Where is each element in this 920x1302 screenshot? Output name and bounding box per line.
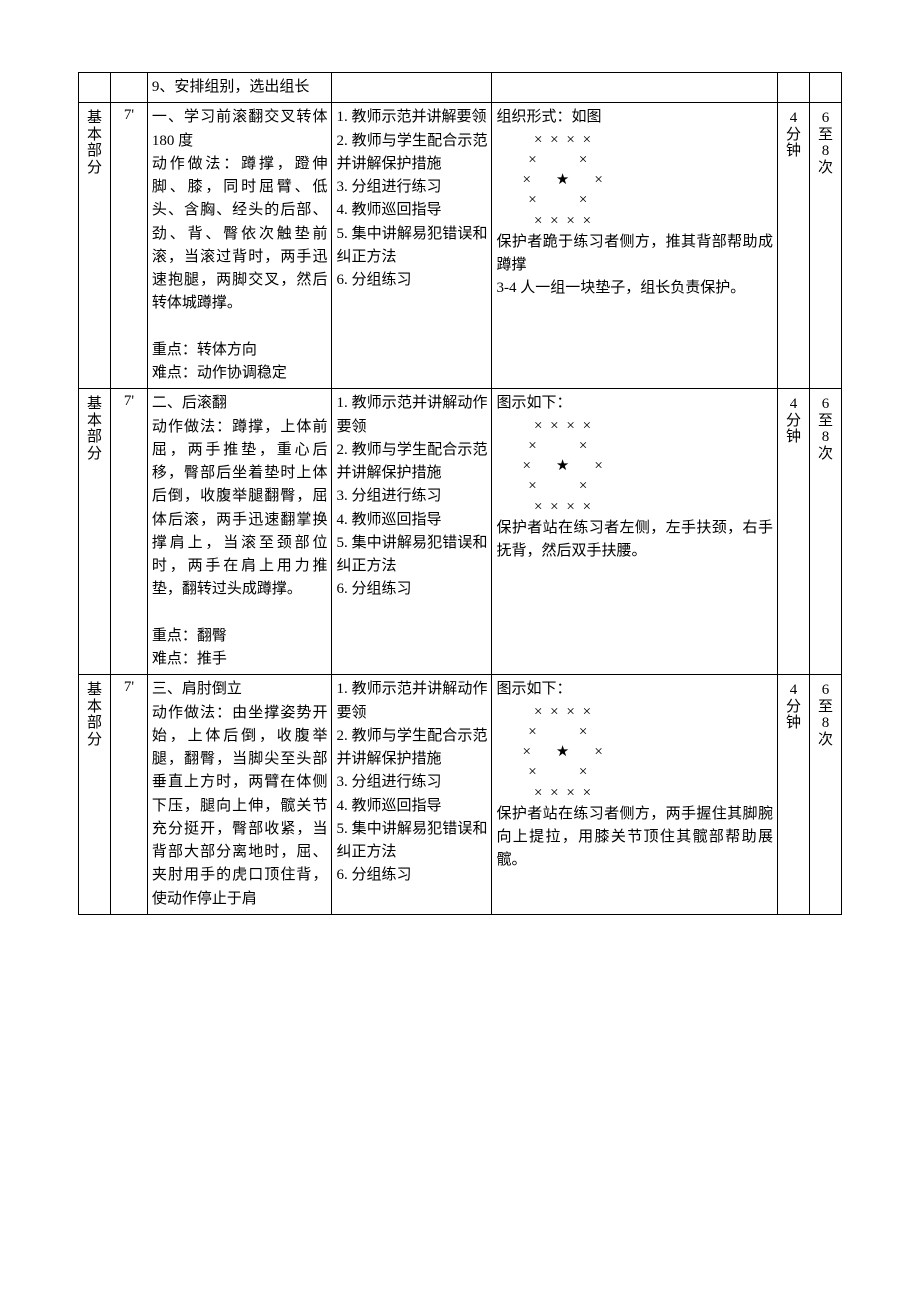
formation-diagram: × × × × × × × ★ × × × × × × ×: [496, 130, 773, 231]
time-cell: [110, 73, 147, 103]
organization-cell: 组织形式：如图 × × × × × × × ★ × × × × × × ×保护者…: [492, 103, 778, 389]
organization-cell: [492, 73, 778, 103]
duration-cell: 4分钟: [777, 675, 809, 915]
time-cell: 7': [110, 389, 147, 675]
teacher-activity-cell: 1. 教师示范并讲解要领2. 教师与学生配合示范并讲解保护措施3. 分组进行练习…: [332, 103, 492, 389]
content-cell: 二、后滚翻动作做法：蹲撑，上体前屈，两手推垫，重心后移，臀部后坐着垫时上体后倒，…: [147, 389, 332, 675]
section-label: 基本部分: [79, 675, 111, 915]
content-cell: 一、学习前滚翻交叉转体 180 度动作做法：蹲撑，蹬伸脚、膝，同时屈臂、低头、含…: [147, 103, 332, 389]
section-label: 基本部分: [79, 103, 111, 389]
time-cell: 7': [110, 675, 147, 915]
organization-cell: 图示如下： × × × × × × × ★ × × × × × × ×保护者站在…: [492, 389, 778, 675]
reps-cell: 6至8次: [809, 103, 841, 389]
duration-cell: 4分钟: [777, 103, 809, 389]
organization-cell: 图示如下： × × × × × × × ★ × × × × × × ×保护者站在…: [492, 675, 778, 915]
reps-cell: 6至8次: [809, 675, 841, 915]
teacher-activity-cell: 1. 教师示范并讲解动作要领2. 教师与学生配合示范并讲解保护措施3. 分组进行…: [332, 675, 492, 915]
time-cell: 7': [110, 103, 147, 389]
formation-diagram: × × × × × × × ★ × × × × × × ×: [496, 416, 773, 517]
reps-cell: 6至8次: [809, 389, 841, 675]
teacher-activity-cell: 1. 教师示范并讲解动作要领2. 教师与学生配合示范并讲解保护措施3. 分组进行…: [332, 389, 492, 675]
section-label: 基本部分: [79, 389, 111, 675]
reps-cell: [809, 73, 841, 103]
content-cell: 三、肩肘倒立动作做法：由坐撑姿势开始，上体后倒，收腹举腿，翻臀，当脚尖至头部垂直…: [147, 675, 332, 915]
lesson-plan-table: 9、安排组别，选出组长基本部分7'一、学习前滚翻交叉转体 180 度动作做法：蹲…: [78, 72, 842, 915]
section-label: [79, 73, 111, 103]
content-cell: 9、安排组别，选出组长: [147, 73, 332, 103]
formation-diagram: × × × × × × × ★ × × × × × × ×: [496, 702, 773, 803]
duration-cell: 4分钟: [777, 389, 809, 675]
duration-cell: [777, 73, 809, 103]
teacher-activity-cell: [332, 73, 492, 103]
